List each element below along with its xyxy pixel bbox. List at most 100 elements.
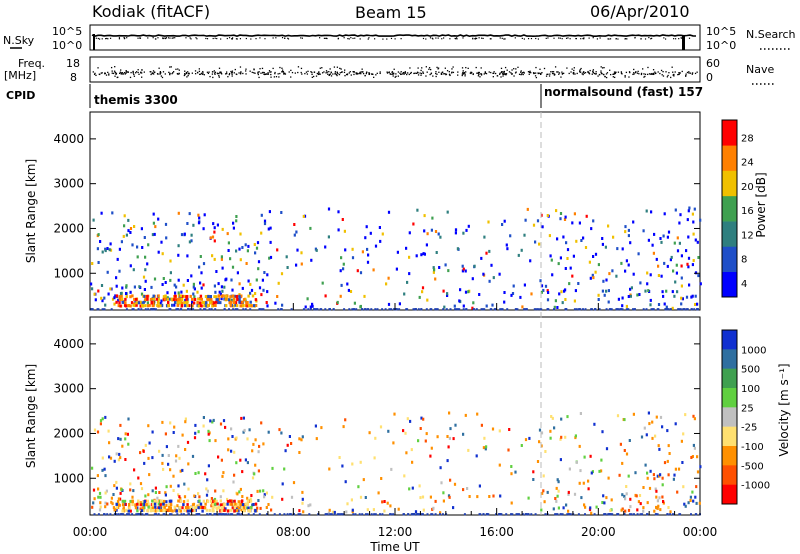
freq-point (371, 73, 374, 75)
echo-cell (279, 308, 282, 311)
echo-cell (199, 502, 203, 506)
echo-cell (241, 495, 244, 498)
echo-cell (435, 308, 438, 311)
echo-cell (663, 261, 666, 265)
freq-point (168, 71, 170, 74)
freq-point (510, 72, 512, 74)
freq-point (194, 73, 197, 75)
echo-cell (374, 244, 378, 248)
freq-point (239, 73, 242, 75)
echo-cell (550, 415, 553, 418)
freq-point (93, 73, 96, 76)
echo-cell (161, 252, 164, 256)
echo-cell (161, 461, 164, 465)
echo-cell (448, 495, 451, 499)
freq-point (275, 76, 278, 78)
echo-cell (220, 509, 223, 513)
freq-point (647, 73, 649, 76)
echo-cell (693, 308, 696, 311)
echo-cell (645, 433, 648, 437)
freq-point (672, 74, 674, 76)
echo-cell (685, 295, 689, 299)
freq-point (184, 73, 186, 76)
echo-cell (184, 420, 187, 424)
echo-cell (197, 430, 200, 434)
echo-cell (642, 308, 645, 311)
freq-point (643, 76, 645, 78)
echo-cell (168, 297, 172, 301)
echo-cell (300, 251, 303, 255)
echo-cell (119, 437, 122, 441)
freq-point (425, 66, 427, 68)
freq-point (172, 71, 175, 73)
echo-cell (125, 292, 128, 295)
echo-cell (217, 455, 220, 459)
echo-cell (164, 491, 167, 495)
echo-cell (104, 415, 107, 419)
nsearch-point (287, 37, 289, 39)
freq-point (340, 68, 342, 70)
freq-point (484, 71, 487, 74)
echo-cell (257, 267, 260, 271)
freq-point (355, 73, 357, 75)
echo-cell (337, 210, 340, 214)
echo-cell (426, 513, 429, 516)
freq-point (404, 72, 406, 74)
echo-cell (278, 428, 281, 432)
echo-cell (693, 446, 696, 450)
freq-point (561, 72, 564, 75)
echo-cell (228, 308, 230, 311)
freq-point (329, 73, 332, 75)
freq-point (339, 67, 341, 70)
echo-cell (162, 295, 166, 299)
echo-cell (244, 297, 247, 301)
echo-cell (262, 308, 265, 311)
echo-cell (445, 308, 448, 311)
freq-point (300, 71, 302, 74)
freq-point (270, 76, 272, 78)
echo-cell (560, 290, 563, 294)
echo-cell (244, 458, 247, 462)
echo-cell (464, 269, 467, 273)
freq-point (220, 71, 222, 73)
echo-cell (151, 304, 154, 308)
nsearch-point (422, 37, 425, 40)
nsky-spike (682, 35, 685, 50)
nsearch-point (214, 37, 216, 39)
echo-cell (144, 513, 147, 516)
echo-cell (666, 429, 669, 433)
echo-cell (365, 225, 368, 229)
freq-point (554, 66, 557, 68)
echo-cell (539, 308, 542, 311)
echo-cell (281, 303, 284, 307)
echo-cell (223, 508, 226, 512)
freq-point (467, 67, 469, 70)
echo-cell (244, 299, 247, 303)
freq-point (561, 71, 563, 73)
nsearch-point (501, 37, 503, 39)
echo-cell (549, 436, 552, 440)
echo-cell (281, 497, 284, 501)
echo-cell (269, 255, 273, 259)
echo-cell (516, 308, 519, 311)
echo-cell (434, 277, 437, 281)
echo-cell (690, 513, 692, 516)
echo-cell (601, 237, 604, 240)
freq-point (198, 68, 200, 70)
freq-point (218, 75, 220, 77)
echo-cell (342, 262, 345, 266)
echo-cell (91, 466, 94, 470)
echo-cell (202, 227, 205, 231)
echo-cell (669, 513, 672, 516)
echo-cell (480, 256, 483, 260)
echo-cell (212, 222, 215, 226)
nsearch-point (386, 38, 388, 40)
echo-cell (676, 490, 679, 494)
freq-point (392, 75, 394, 77)
echo-cell (463, 513, 466, 516)
echo-cell (151, 456, 154, 460)
echo-cell (225, 513, 227, 516)
freq-point (127, 71, 130, 73)
freq-point (539, 72, 541, 74)
